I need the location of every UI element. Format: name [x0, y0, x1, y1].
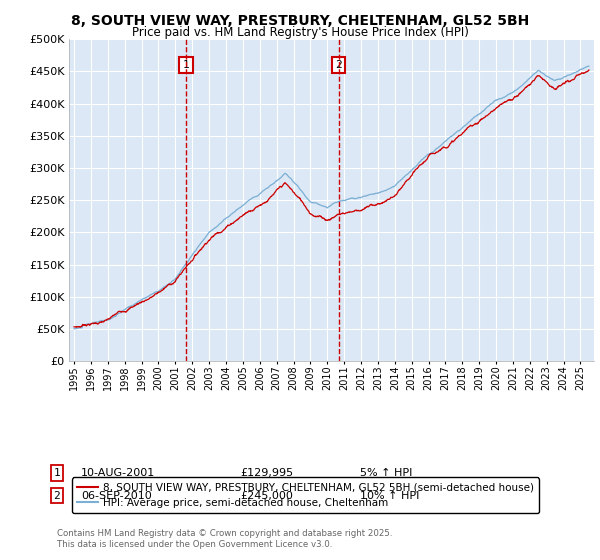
Text: £129,995: £129,995 — [240, 468, 293, 478]
Text: 1: 1 — [53, 468, 61, 478]
Text: 2: 2 — [53, 491, 61, 501]
Text: 1: 1 — [182, 60, 189, 70]
Text: 5% ↑ HPI: 5% ↑ HPI — [360, 468, 412, 478]
Text: Contains HM Land Registry data © Crown copyright and database right 2025.
This d: Contains HM Land Registry data © Crown c… — [57, 529, 392, 549]
Legend: 8, SOUTH VIEW WAY, PRESTBURY, CHELTENHAM, GL52 5BH (semi-detached house), HPI: A: 8, SOUTH VIEW WAY, PRESTBURY, CHELTENHAM… — [71, 478, 539, 513]
Text: 2: 2 — [335, 60, 342, 70]
Text: 10-AUG-2001: 10-AUG-2001 — [81, 468, 155, 478]
Text: 10% ↑ HPI: 10% ↑ HPI — [360, 491, 419, 501]
Text: 06-SEP-2010: 06-SEP-2010 — [81, 491, 152, 501]
Text: Price paid vs. HM Land Registry's House Price Index (HPI): Price paid vs. HM Land Registry's House … — [131, 26, 469, 39]
Text: 8, SOUTH VIEW WAY, PRESTBURY, CHELTENHAM, GL52 5BH: 8, SOUTH VIEW WAY, PRESTBURY, CHELTENHAM… — [71, 14, 529, 28]
Text: £245,000: £245,000 — [240, 491, 293, 501]
